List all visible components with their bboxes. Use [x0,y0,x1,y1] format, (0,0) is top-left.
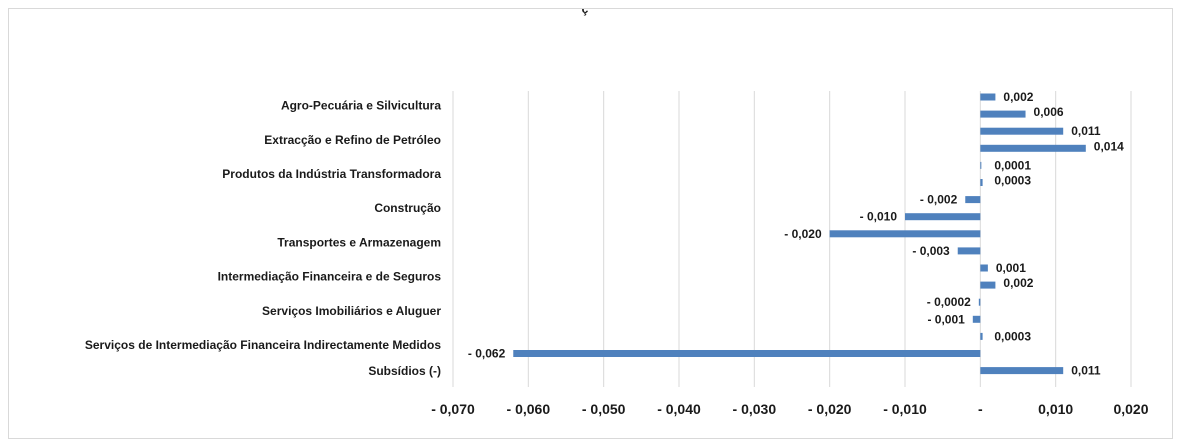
bar [965,196,981,204]
x-tick-label: 0,010 [1038,401,1073,417]
x-tick-label: - 0,060 [507,401,551,417]
category-label: Produtos da Indústria Transformadora [222,167,441,181]
data-label: - 0,020 [784,227,822,241]
bar [980,281,996,289]
category-label: Agro-Pecuária e Silvicultura [281,99,441,113]
data-label: 0,011 [1071,364,1101,378]
data-label: 0,001 [996,261,1026,275]
data-label: 0,011 [1071,124,1101,138]
category-label: Subsídios (-) [368,364,441,378]
x-tick-label: 0,020 [1113,401,1148,417]
x-tick-labels: - 0,070 - 0,060 - 0,050 - 0,040 - 0,030 - 0,0… [431,401,1149,417]
bar [980,144,1086,152]
bar [513,350,981,357]
data-label: - 0,002 [920,193,958,207]
data-label: 0,002 [1003,276,1033,290]
data-label: 0,0003 [994,329,1031,343]
data-label: 0,0001 [994,158,1031,172]
x-tick-label: - 0,020 [808,401,852,417]
bar [980,367,1064,375]
x-tick-label: - 0,030 [733,401,777,417]
category-labels: Agro-Pecuária e Silvicultura Extracção e … [85,99,441,379]
x-tick-label: - 0,070 [431,401,475,417]
gridlines [452,91,1132,387]
data-label: 0,006 [1034,105,1064,119]
data-label: - 0,003 [912,244,950,258]
chart-title-fragment: ç [582,9,589,16]
x-tick-label: - 0,040 [657,401,701,417]
bar [978,298,981,306]
bar [980,110,1026,118]
x-tick-label: - [978,401,983,417]
bar [957,247,981,255]
x-tick-label: - 0,050 [582,401,626,417]
bar-chart: ç Agro-Pecuária e Silvicultura Extracção … [85,9,1149,417]
data-label: - 0,001 [927,312,965,326]
x-tick-label: - 0,010 [883,401,927,417]
bar [980,127,1064,135]
data-label: 0,014 [1094,139,1124,153]
bar [980,264,988,272]
chart-frame: ç Agro-Pecuária e Silvicultura Extracção … [8,8,1173,439]
data-label: - 0,0002 [927,295,971,309]
data-label: - 0,062 [468,347,506,361]
category-label: Serviços Imobiliários e Aluguer [262,304,441,318]
bar [980,179,983,186]
bar [980,161,982,169]
category-label: Transportes e Armazenagem [277,235,441,249]
category-label: Serviços de Intermediação Financeira Ind… [85,338,441,352]
bar [829,230,981,238]
data-label: - 0,010 [860,210,898,224]
bars [513,93,1086,375]
bar [980,93,996,101]
category-label: Construção [374,201,441,215]
bar [972,315,981,323]
data-label: 0,002 [1003,90,1033,104]
bar [905,213,981,221]
category-label: Intermediação Financeira e de Seguros [218,270,442,284]
category-label: Extracção e Refino de Petróleo [264,133,441,147]
data-label: 0,0003 [994,174,1031,188]
bar [980,332,983,340]
